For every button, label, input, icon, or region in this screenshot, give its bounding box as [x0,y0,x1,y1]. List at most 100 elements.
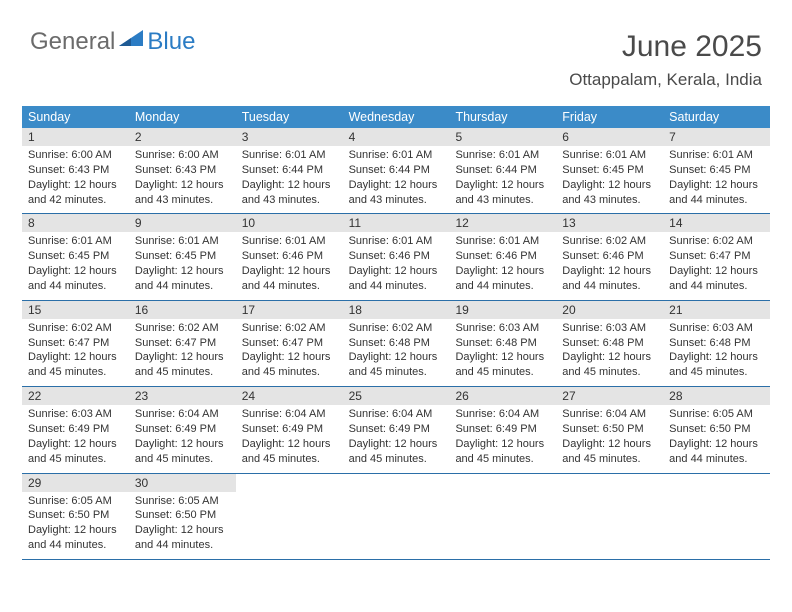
sunset-text: Sunset: 6:49 PM [242,422,337,437]
daylight-text: Daylight: 12 hours and 44 minutes. [28,264,123,294]
sunrise-text: Sunrise: 6:04 AM [349,407,444,422]
day-content: Sunrise: 6:01 AMSunset: 6:44 PMDaylight:… [449,146,556,213]
sunset-text: Sunset: 6:45 PM [28,249,123,264]
sunrise-text: Sunrise: 6:01 AM [562,148,657,163]
day-number: 10 [236,214,343,232]
day-cell [236,474,343,559]
day-number: 4 [343,128,450,146]
day-content: Sunrise: 6:01 AMSunset: 6:46 PMDaylight:… [236,232,343,299]
sunrise-text: Sunrise: 6:01 AM [349,234,444,249]
daylight-text: Daylight: 12 hours and 45 minutes. [242,437,337,467]
sunset-text: Sunset: 6:50 PM [669,422,764,437]
sunrise-text: Sunrise: 6:03 AM [562,321,657,336]
day-cell [343,474,450,559]
sunrise-text: Sunrise: 6:04 AM [562,407,657,422]
day-header-tuesday: Tuesday [236,106,343,128]
week-row: 22Sunrise: 6:03 AMSunset: 6:49 PMDayligh… [22,387,770,473]
month-title: June 2025 [569,30,762,64]
sunset-text: Sunset: 6:47 PM [28,336,123,351]
daylight-text: Daylight: 12 hours and 43 minutes. [242,178,337,208]
day-cell: 29Sunrise: 6:05 AMSunset: 6:50 PMDayligh… [22,474,129,559]
day-cell: 25Sunrise: 6:04 AMSunset: 6:49 PMDayligh… [343,387,450,472]
daylight-text: Daylight: 12 hours and 44 minutes. [28,523,123,553]
day-header-monday: Monday [129,106,236,128]
daylight-text: Daylight: 12 hours and 45 minutes. [455,437,550,467]
day-cell: 16Sunrise: 6:02 AMSunset: 6:47 PMDayligh… [129,301,236,386]
day-number: 6 [556,128,663,146]
day-number: 19 [449,301,556,319]
daylight-text: Daylight: 12 hours and 45 minutes. [135,437,230,467]
day-content: Sunrise: 6:02 AMSunset: 6:47 PMDaylight:… [236,319,343,386]
day-cell: 1Sunrise: 6:00 AMSunset: 6:43 PMDaylight… [22,128,129,213]
day-cell: 14Sunrise: 6:02 AMSunset: 6:47 PMDayligh… [663,214,770,299]
day-content: Sunrise: 6:01 AMSunset: 6:45 PMDaylight:… [663,146,770,213]
day-number: 27 [556,387,663,405]
day-cell: 8Sunrise: 6:01 AMSunset: 6:45 PMDaylight… [22,214,129,299]
sunrise-text: Sunrise: 6:02 AM [28,321,123,336]
day-number: 9 [129,214,236,232]
day-content: Sunrise: 6:01 AMSunset: 6:45 PMDaylight:… [22,232,129,299]
sunset-text: Sunset: 6:49 PM [455,422,550,437]
sunset-text: Sunset: 6:46 PM [455,249,550,264]
day-cell: 11Sunrise: 6:01 AMSunset: 6:46 PMDayligh… [343,214,450,299]
day-content: Sunrise: 6:02 AMSunset: 6:48 PMDaylight:… [343,319,450,386]
day-number: 20 [556,301,663,319]
daylight-text: Daylight: 12 hours and 44 minutes. [242,264,337,294]
day-cell: 20Sunrise: 6:03 AMSunset: 6:48 PMDayligh… [556,301,663,386]
daylight-text: Daylight: 12 hours and 45 minutes. [28,350,123,380]
day-cell: 13Sunrise: 6:02 AMSunset: 6:46 PMDayligh… [556,214,663,299]
day-number: 21 [663,301,770,319]
day-content: Sunrise: 6:01 AMSunset: 6:45 PMDaylight:… [556,146,663,213]
sunset-text: Sunset: 6:49 PM [135,422,230,437]
day-number: 7 [663,128,770,146]
day-number: 15 [22,301,129,319]
daylight-text: Daylight: 12 hours and 44 minutes. [135,264,230,294]
day-content: Sunrise: 6:01 AMSunset: 6:46 PMDaylight:… [343,232,450,299]
sunset-text: Sunset: 6:44 PM [455,163,550,178]
day-cell [663,474,770,559]
day-content: Sunrise: 6:00 AMSunset: 6:43 PMDaylight:… [22,146,129,213]
day-cell: 26Sunrise: 6:04 AMSunset: 6:49 PMDayligh… [449,387,556,472]
location-subtitle: Ottappalam, Kerala, India [569,70,762,90]
day-cell: 21Sunrise: 6:03 AMSunset: 6:48 PMDayligh… [663,301,770,386]
daylight-text: Daylight: 12 hours and 45 minutes. [242,350,337,380]
sunset-text: Sunset: 6:50 PM [135,508,230,523]
day-content: Sunrise: 6:01 AMSunset: 6:44 PMDaylight:… [343,146,450,213]
week-row: 15Sunrise: 6:02 AMSunset: 6:47 PMDayligh… [22,301,770,387]
day-header-saturday: Saturday [663,106,770,128]
day-header-row: Sunday Monday Tuesday Wednesday Thursday… [22,106,770,128]
daylight-text: Daylight: 12 hours and 44 minutes. [669,264,764,294]
daylight-text: Daylight: 12 hours and 45 minutes. [669,350,764,380]
sunset-text: Sunset: 6:49 PM [28,422,123,437]
day-content: Sunrise: 6:05 AMSunset: 6:50 PMDaylight:… [129,492,236,559]
day-number: 24 [236,387,343,405]
daylight-text: Daylight: 12 hours and 45 minutes. [135,350,230,380]
week-row: 29Sunrise: 6:05 AMSunset: 6:50 PMDayligh… [22,474,770,560]
daylight-text: Daylight: 12 hours and 45 minutes. [349,350,444,380]
sunrise-text: Sunrise: 6:02 AM [135,321,230,336]
sunset-text: Sunset: 6:45 PM [135,249,230,264]
sunset-text: Sunset: 6:50 PM [28,508,123,523]
sunset-text: Sunset: 6:50 PM [562,422,657,437]
day-cell: 4Sunrise: 6:01 AMSunset: 6:44 PMDaylight… [343,128,450,213]
logo-text-blue: Blue [147,28,195,56]
daylight-text: Daylight: 12 hours and 44 minutes. [349,264,444,294]
daylight-text: Daylight: 12 hours and 43 minutes. [455,178,550,208]
day-cell: 9Sunrise: 6:01 AMSunset: 6:45 PMDaylight… [129,214,236,299]
day-cell: 15 Sunrise: 6:02 AMSunset: 6:47 PMDayligh… [22,301,129,386]
day-cell: 27Sunrise: 6:04 AMSunset: 6:50 PMDayligh… [556,387,663,472]
day-cell: 24Sunrise: 6:04 AMSunset: 6:49 PMDayligh… [236,387,343,472]
day-number: 2 [129,128,236,146]
day-number: 8 [22,214,129,232]
day-content: Sunrise: 6:00 AMSunset: 6:43 PMDaylight:… [129,146,236,213]
sunrise-text: Sunrise: 6:01 AM [455,148,550,163]
day-content: Sunrise: 6:02 AMSunset: 6:47 PMDaylight:… [663,232,770,299]
day-number: 26 [449,387,556,405]
sunset-text: Sunset: 6:48 PM [562,336,657,351]
sunset-text: Sunset: 6:45 PM [669,163,764,178]
day-number: 1 [22,128,129,146]
day-number: 16 [129,301,236,319]
day-content: Sunrise: 6:03 AMSunset: 6:49 PMDaylight:… [22,405,129,472]
daylight-text: Daylight: 12 hours and 45 minutes. [349,437,444,467]
week-row: 8Sunrise: 6:01 AMSunset: 6:45 PMDaylight… [22,214,770,300]
